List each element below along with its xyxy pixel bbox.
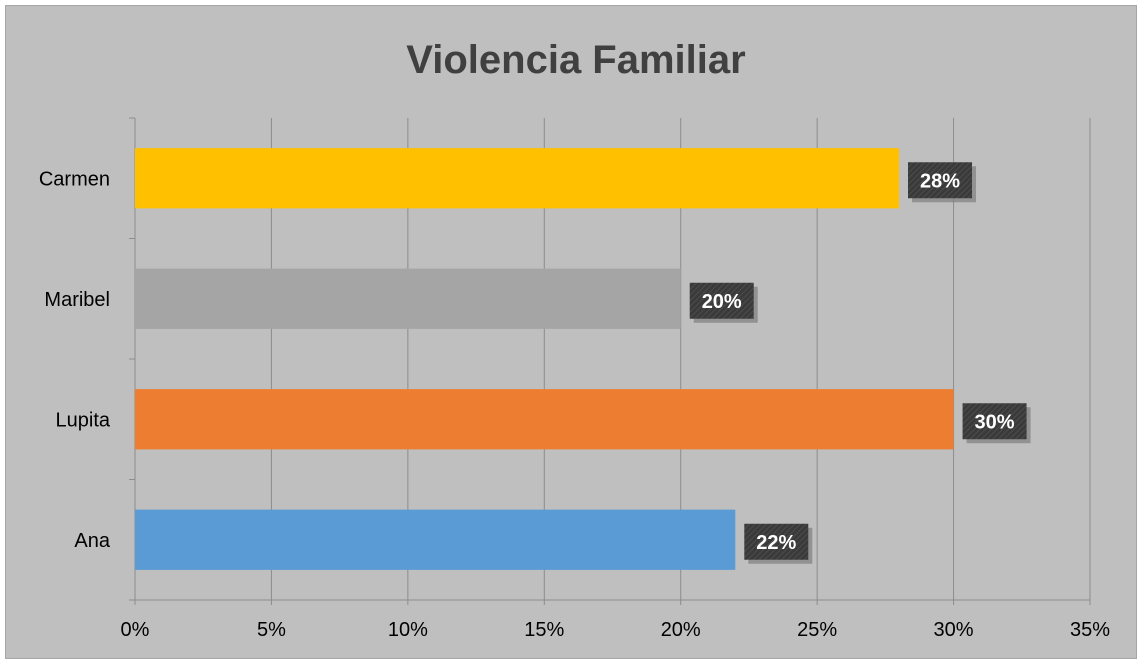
data-labels: 22% 30% 20% 28%: [689, 162, 1031, 564]
x-tick-label: 0%: [121, 619, 150, 641]
bar-ana: [135, 509, 736, 570]
x-tick-label: 25%: [797, 619, 837, 641]
data-label: 28%: [920, 170, 960, 192]
x-tick-label: 35%: [1070, 619, 1110, 641]
x-tick-label: 15%: [524, 619, 564, 641]
x-tick-label: 10%: [388, 619, 428, 641]
data-label: 30%: [975, 411, 1015, 433]
data-label: 22%: [756, 532, 796, 554]
x-tick-label: 30%: [934, 619, 974, 641]
bar-maribel: [135, 268, 681, 329]
bars: [135, 148, 954, 570]
x-tick-label: 20%: [661, 619, 701, 641]
category-labels: Ana Lupita Maribel Carmen: [39, 168, 111, 552]
category-label: Maribel: [44, 289, 110, 311]
chart-title: Violencia Familiar: [406, 38, 745, 82]
category-label: Ana: [74, 530, 110, 552]
data-label-box: [962, 403, 1027, 440]
bar-carmen: [135, 148, 899, 209]
data-label-box: [908, 162, 972, 199]
data-label-box: [744, 523, 809, 560]
x-tick-labels: 0% 5% 10% 15% 20% 25% 30% 35%: [121, 619, 1111, 641]
category-label: Carmen: [39, 168, 110, 190]
category-label: Lupita: [56, 409, 111, 431]
data-label: 20%: [702, 291, 742, 313]
bar-lupita: [135, 389, 954, 450]
data-label-box: [689, 282, 754, 319]
x-tick-label: 5%: [257, 619, 286, 641]
